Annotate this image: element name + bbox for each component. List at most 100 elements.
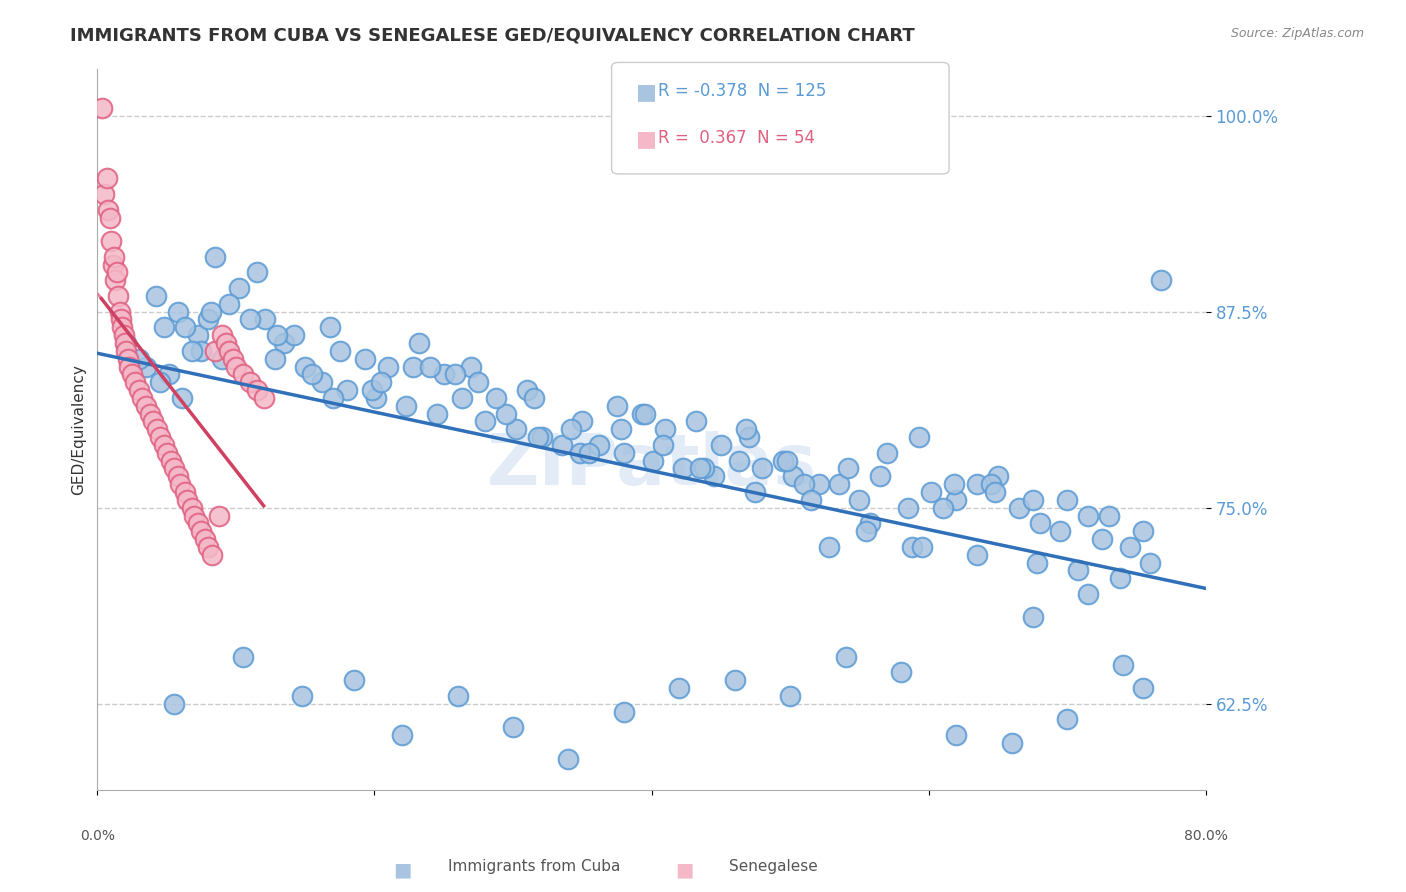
Point xyxy=(557,751,579,765)
Text: 0.0%: 0.0% xyxy=(80,830,115,843)
Point xyxy=(945,492,967,507)
Point xyxy=(1139,556,1161,570)
Point xyxy=(166,304,188,318)
Point xyxy=(322,391,344,405)
Point xyxy=(571,414,593,428)
Point xyxy=(117,351,139,366)
Text: IMMIGRANTS FROM CUBA VS SENEGALESE GED/EQUIVALENCY CORRELATION CHART: IMMIGRANTS FROM CUBA VS SENEGALESE GED/E… xyxy=(70,27,915,45)
Point xyxy=(149,430,172,444)
Point xyxy=(1056,492,1078,507)
Point xyxy=(343,673,366,688)
Point xyxy=(131,391,153,405)
Point xyxy=(876,446,898,460)
Point xyxy=(685,414,707,428)
Point xyxy=(115,336,138,351)
Point xyxy=(550,438,572,452)
Point xyxy=(446,689,468,703)
Point xyxy=(101,258,124,272)
Point xyxy=(631,407,654,421)
Point xyxy=(693,461,716,475)
Point xyxy=(105,265,128,279)
Point xyxy=(104,273,127,287)
Point xyxy=(613,446,636,460)
Point xyxy=(301,368,323,382)
Text: Senegalese: Senegalese xyxy=(728,859,818,874)
Text: 80.0%: 80.0% xyxy=(1184,830,1227,843)
Point xyxy=(800,492,823,507)
Text: Source: ZipAtlas.com: Source: ZipAtlas.com xyxy=(1230,27,1364,40)
Point xyxy=(523,391,546,405)
Text: R = -0.378  N = 125: R = -0.378 N = 125 xyxy=(658,82,827,100)
Point xyxy=(837,461,859,475)
Point xyxy=(495,407,517,421)
Point xyxy=(211,328,233,343)
Point xyxy=(97,202,120,217)
Point xyxy=(710,438,733,452)
Point xyxy=(391,728,413,742)
Point xyxy=(1111,657,1133,672)
Point xyxy=(98,211,121,225)
Text: R =  0.367  N = 54: R = 0.367 N = 54 xyxy=(658,129,815,147)
Point xyxy=(395,399,418,413)
Text: ■: ■ xyxy=(394,860,412,880)
Point xyxy=(176,492,198,507)
Point xyxy=(169,477,191,491)
Point xyxy=(128,351,150,366)
Point xyxy=(149,375,172,389)
Point xyxy=(1056,713,1078,727)
Point xyxy=(1021,492,1043,507)
Point xyxy=(505,422,527,436)
Point xyxy=(890,665,912,680)
Point xyxy=(737,430,759,444)
Point xyxy=(610,422,633,436)
Point xyxy=(222,351,245,366)
Point xyxy=(200,304,222,318)
Point xyxy=(107,289,129,303)
Point xyxy=(654,422,676,436)
Point xyxy=(911,540,934,554)
Point xyxy=(1098,508,1121,523)
Point xyxy=(319,320,342,334)
Point xyxy=(408,336,430,351)
Point xyxy=(808,477,831,491)
Point xyxy=(467,375,489,389)
Point xyxy=(443,368,465,382)
Point xyxy=(779,689,801,703)
Point xyxy=(190,343,212,358)
Point xyxy=(218,343,240,358)
Point xyxy=(142,414,165,428)
Point xyxy=(782,469,804,483)
Point xyxy=(252,391,274,405)
Point xyxy=(360,383,382,397)
Point xyxy=(180,343,202,358)
Point xyxy=(283,328,305,343)
Text: Immigrants from Cuba: Immigrants from Cuba xyxy=(449,859,620,874)
Point xyxy=(135,359,157,374)
Point xyxy=(1091,532,1114,546)
Point xyxy=(273,336,295,351)
Point xyxy=(1077,587,1099,601)
Point xyxy=(728,453,751,467)
Point xyxy=(194,532,217,546)
Point xyxy=(377,359,399,374)
Point xyxy=(159,453,181,467)
Point xyxy=(560,422,582,436)
Point xyxy=(110,312,132,326)
Point xyxy=(370,375,392,389)
Point xyxy=(633,407,655,421)
Point xyxy=(776,453,799,467)
Point xyxy=(588,438,610,452)
Point xyxy=(153,438,176,452)
Point xyxy=(734,422,756,436)
Point xyxy=(920,485,942,500)
Point xyxy=(336,383,359,397)
Point xyxy=(139,407,162,421)
Point xyxy=(1077,508,1099,523)
Point xyxy=(1021,610,1043,624)
Point xyxy=(668,681,690,695)
Point xyxy=(246,383,269,397)
Point xyxy=(1132,681,1154,695)
Point xyxy=(218,297,240,311)
Point xyxy=(689,461,711,475)
Point xyxy=(190,524,212,539)
